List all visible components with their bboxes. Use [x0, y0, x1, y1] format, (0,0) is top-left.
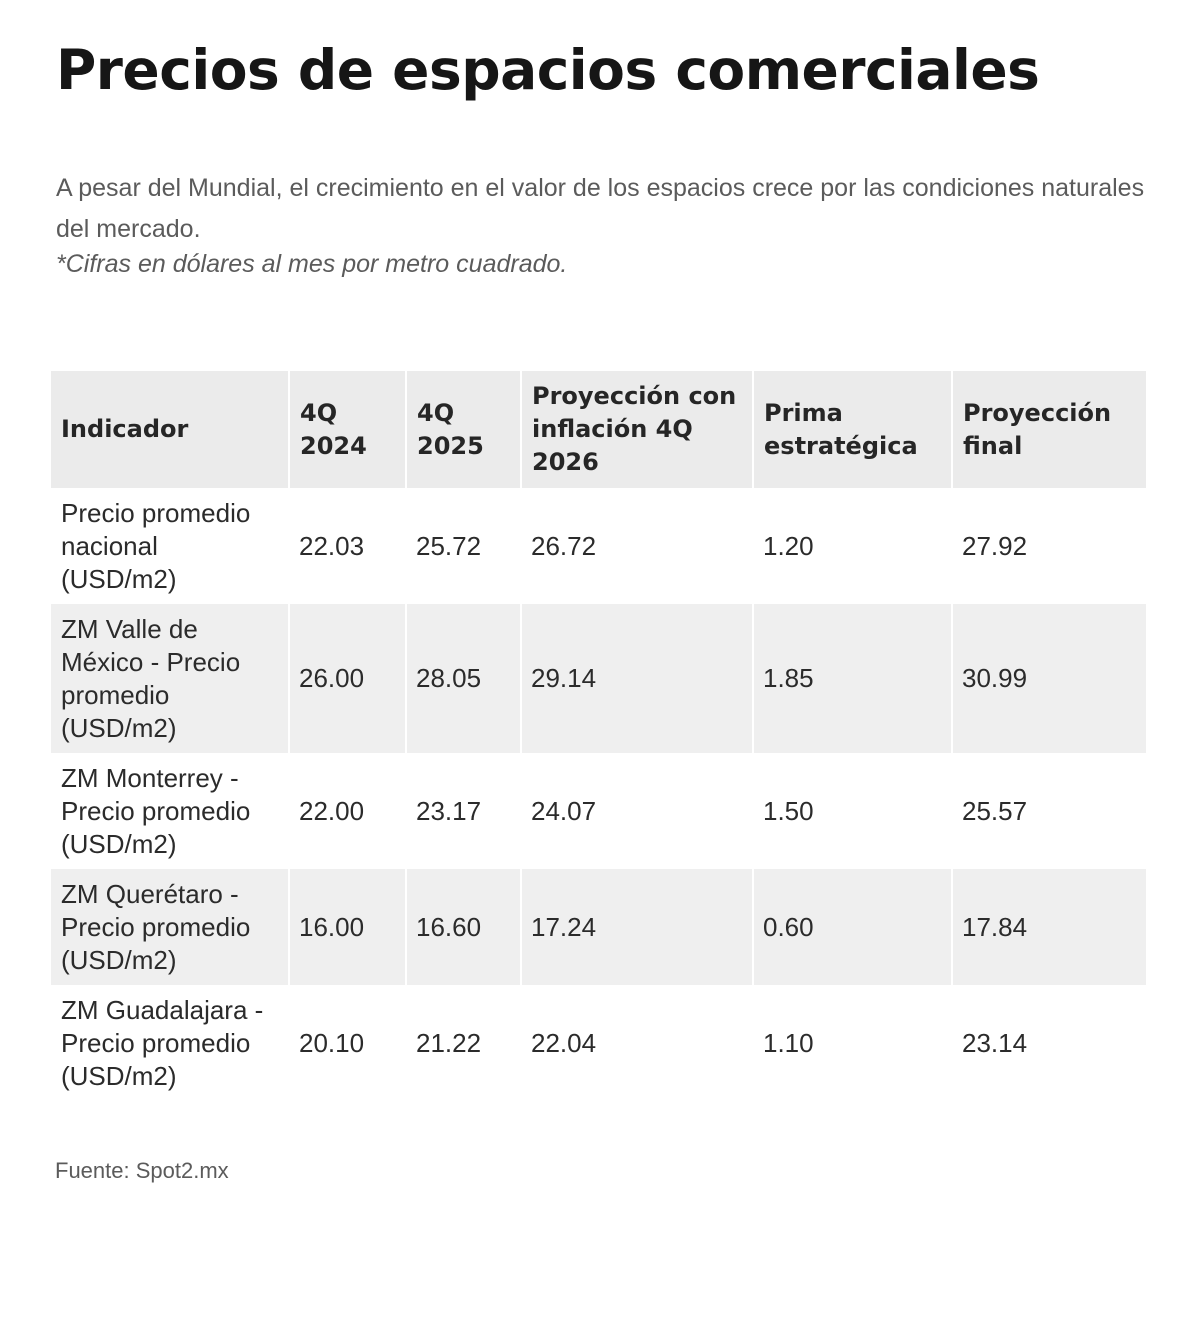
table-cell: 22.03 — [288, 488, 406, 604]
table-cell: 29.14 — [520, 604, 753, 753]
chart-subtitle: A pesar del Mundial, el crecimiento en e… — [56, 174, 1145, 243]
table-header-row: Indicador 4Q 2024 4Q 2025 Proyección con… — [51, 371, 1146, 488]
table-cell: 1.20 — [752, 488, 952, 604]
table-cell: 26.72 — [520, 488, 753, 604]
row-label: Precio promedio nacional (USD/m2) — [61, 497, 251, 594]
table-cell: 28.05 — [405, 604, 521, 753]
table-cell: 21.22 — [405, 985, 521, 1101]
price-table-container: Indicador 4Q 2024 4Q 2025 Proyección con… — [51, 371, 1146, 1101]
units-note: *Cifras en dólares al mes por metro cuad… — [56, 250, 568, 278]
column-header-indicador: Indicador — [61, 415, 189, 443]
column-header-prima-estrategica: Prima estratégica — [752, 371, 952, 488]
table-row: ZM Guadalajara - Precio promedio (USD/m2… — [51, 985, 1146, 1101]
table-cell: 23.14 — [951, 985, 1146, 1101]
table-cell: 0.60 — [752, 869, 952, 985]
table-cell: 17.24 — [520, 869, 753, 985]
table-cell: 16.60 — [405, 869, 521, 985]
table-cell: 1.50 — [752, 753, 952, 869]
table-row: ZM Valle de México - Precio promedio (US… — [51, 604, 1146, 753]
table-cell: 25.72 — [405, 488, 521, 604]
column-header-4q-2024: 4Q 2024 — [288, 371, 406, 488]
row-label: ZM Querétaro - Precio promedio (USD/m2) — [61, 878, 251, 975]
table-cell: 27.92 — [951, 488, 1146, 604]
row-label: ZM Guadalajara - Precio promedio (USD/m2… — [61, 994, 264, 1091]
column-header-proyeccion-final: Proyección final — [951, 371, 1146, 488]
table-row: Precio promedio nacional (USD/m2) 22.03 … — [51, 488, 1146, 604]
row-label: ZM Valle de México - Precio promedio (US… — [61, 613, 241, 743]
table-cell: 30.99 — [951, 604, 1146, 753]
column-header-proyeccion-inflacion: Proyección con inflación 4Q 2026 — [520, 371, 753, 488]
table-cell: 1.10 — [752, 985, 952, 1101]
table-cell: 16.00 — [288, 869, 406, 985]
table-cell: 20.10 — [288, 985, 406, 1101]
source-note: Fuente: Spot2.mx — [55, 1158, 229, 1183]
row-label: ZM Monterrey - Precio promedio (USD/m2) — [61, 762, 251, 859]
table-cell: 22.04 — [520, 985, 753, 1101]
table-cell: 24.07 — [520, 753, 753, 869]
table-cell: 23.17 — [405, 753, 521, 869]
page-title: Precios de espacios comerciales — [56, 38, 1040, 102]
table-cell: 17.84 — [951, 869, 1146, 985]
table-cell: 22.00 — [288, 753, 406, 869]
column-header-4q-2025: 4Q 2025 — [405, 371, 521, 488]
table-cell: 26.00 — [288, 604, 406, 753]
table-row: ZM Querétaro - Precio promedio (USD/m2) … — [51, 869, 1146, 985]
table-cell: 25.57 — [951, 753, 1146, 869]
price-table: Indicador 4Q 2024 4Q 2025 Proyección con… — [51, 371, 1146, 1101]
table-row: ZM Monterrey - Precio promedio (USD/m2) … — [51, 753, 1146, 869]
table-cell: 1.85 — [752, 604, 952, 753]
